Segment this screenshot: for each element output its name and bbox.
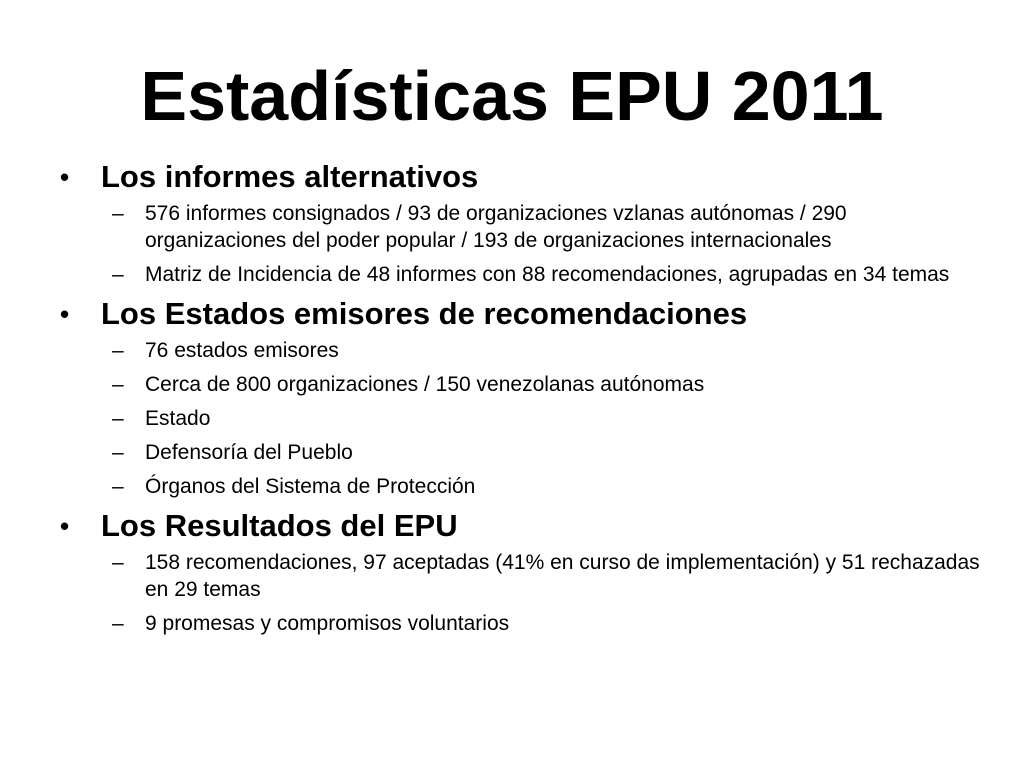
sub-bullet-item: – 9 promesas y compromisos voluntarios xyxy=(60,610,980,637)
sub-bullet-text: 576 informes consignados / 93 de organiz… xyxy=(145,202,847,252)
sub-bullet-text: Matriz de Incidencia de 48 informes con … xyxy=(145,263,950,286)
sub-bullet-item: – Órganos del Sistema de Protección xyxy=(60,473,980,500)
dash-icon: – xyxy=(112,612,124,635)
bullet-heading: Los Estados emisores de recomendaciones xyxy=(101,296,748,331)
sub-bullet-text: 76 estados emisores xyxy=(145,339,339,362)
dash-icon: – xyxy=(112,373,124,396)
sub-bullet-item: – Defensoría del Pueblo xyxy=(60,439,980,466)
bullet-icon: • xyxy=(60,299,70,329)
sub-bullet-text: Defensoría del Pueblo xyxy=(145,441,353,464)
bullet-item-resultados-epu: • Los Resultados del EPU xyxy=(60,507,980,545)
dash-icon: – xyxy=(112,475,124,498)
slide-body: • Los informes alternativos – 576 inform… xyxy=(60,158,980,644)
bullet-heading: Los Resultados del EPU xyxy=(101,508,458,543)
dash-icon: – xyxy=(112,339,124,362)
sub-bullet-text: 158 recomendaciones, 97 aceptadas (41% e… xyxy=(145,551,980,601)
dash-icon: – xyxy=(112,407,124,430)
sub-bullet-text: Estado xyxy=(145,407,211,430)
sub-bullet-item: – Estado xyxy=(60,405,980,432)
dash-icon: – xyxy=(112,441,124,464)
bullet-item-estados-emisores: • Los Estados emisores de recomendacione… xyxy=(60,295,980,333)
dash-icon: – xyxy=(112,551,124,574)
bullet-heading: Los informes alternativos xyxy=(101,159,479,194)
sub-bullet-text: 9 promesas y compromisos voluntarios xyxy=(145,612,510,635)
bullet-icon: • xyxy=(60,162,70,192)
slide-title: Estadísticas EPU 2011 xyxy=(140,57,884,135)
sub-bullet-text: Cerca de 800 organizaciones / 150 venezo… xyxy=(145,373,705,396)
dash-icon: – xyxy=(112,263,124,286)
sub-bullet-item: – 158 recomendaciones, 97 aceptadas (41%… xyxy=(60,549,980,603)
dash-icon: – xyxy=(112,202,124,225)
bullet-item-informes-alternativos: • Los informes alternativos xyxy=(60,158,980,196)
sub-bullet-text: Órganos del Sistema de Protección xyxy=(145,475,476,498)
sub-bullet-item: – Cerca de 800 organizaciones / 150 vene… xyxy=(60,371,980,398)
bullet-icon: • xyxy=(60,511,70,541)
sub-bullet-item: – 576 informes consignados / 93 de organ… xyxy=(60,200,980,254)
sub-bullet-item: – 76 estados emisores xyxy=(60,337,980,364)
sub-bullet-item: – Matriz de Incidencia de 48 informes co… xyxy=(60,261,980,288)
